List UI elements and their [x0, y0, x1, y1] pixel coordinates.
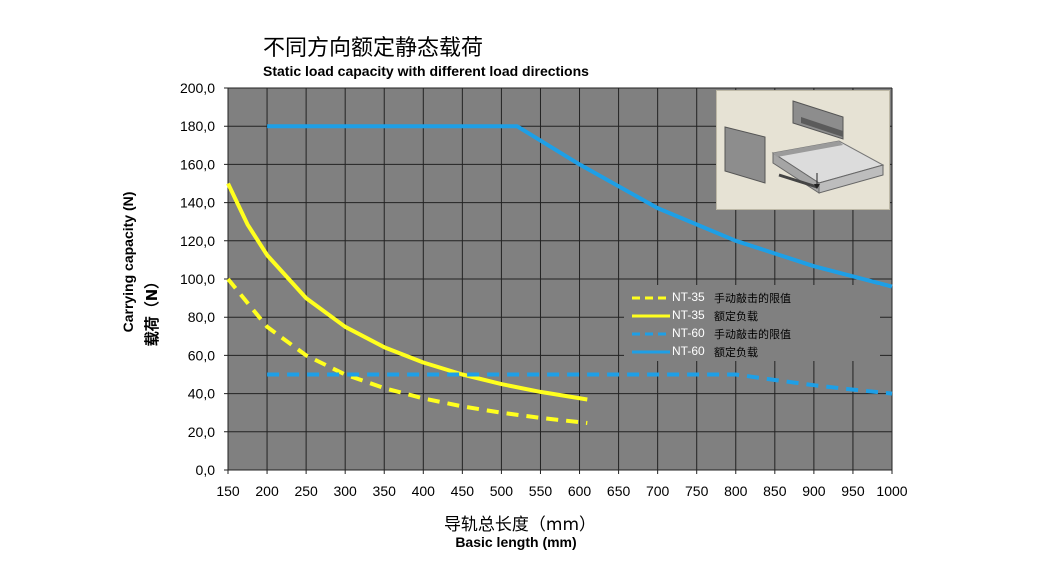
y-axis-label-cn: 载荷（N）: [143, 274, 161, 347]
legend-swatch-nt35-dashed: [632, 296, 670, 300]
y-tick-label: 120,0: [180, 233, 215, 249]
legend-series-name: NT-35: [672, 290, 705, 304]
legend-series-name: NT-60: [672, 326, 705, 340]
y-tick-label: 200,0: [180, 80, 215, 96]
x-tick-label: 350: [373, 483, 397, 499]
x-tick-label: 1000: [876, 483, 907, 499]
series-line-3: [267, 124, 893, 289]
y-tick-label: 20,0: [188, 424, 215, 440]
x-tick-label: 600: [568, 483, 592, 499]
legend-series-name: NT-60: [672, 344, 705, 358]
x-tick-label: 400: [412, 483, 436, 499]
x-tick-label: 800: [724, 483, 748, 499]
legend-swatch-nt35-solid: [632, 314, 670, 318]
legend-swatch-nt60-solid: [632, 350, 670, 354]
legend-series-desc: 额定负载: [714, 310, 758, 323]
x-axis-label-en: Basic length (mm): [455, 534, 577, 550]
x-tick-label: 700: [646, 483, 670, 499]
y-tick-label: 100,0: [180, 271, 215, 287]
legend-series-desc: 手动敲击的限值: [714, 292, 791, 305]
series-line-0: [226, 277, 588, 425]
legend-item: NT-60 手动敲击的限值: [624, 325, 880, 343]
legend-series-name: NT-35: [672, 308, 705, 322]
drawer-slide-illustration: [716, 90, 890, 210]
x-tick-label: 650: [607, 483, 631, 499]
x-tick-label: 950: [841, 483, 865, 499]
x-tick-label: 900: [802, 483, 826, 499]
x-tick-label: 750: [685, 483, 709, 499]
y-axis-label-en: Carrying capacity (N): [120, 192, 136, 333]
legend-series-desc: 手动敲击的限值: [714, 328, 791, 341]
legend-swatch-nt60-dashed: [632, 332, 670, 336]
y-tick-label: 140,0: [180, 195, 215, 211]
x-tick-label: 300: [333, 483, 357, 499]
series-line-2: [267, 372, 893, 396]
y-tick-label: 0,0: [196, 462, 216, 478]
x-tick-label: 500: [490, 483, 514, 499]
chart-title-en: Static load capacity with different load…: [263, 63, 589, 79]
chart-title-cn: 不同方向额定静态载荷: [263, 36, 484, 61]
x-tick-label: 450: [451, 483, 475, 499]
y-tick-label: 160,0: [180, 156, 215, 172]
y-tick-label: 180,0: [180, 118, 215, 134]
drawer-slide-icon: [724, 100, 885, 194]
x-tick-label: 200: [255, 483, 279, 499]
x-tick-label: 250: [294, 483, 318, 499]
x-tick-label: 550: [529, 483, 553, 499]
legend-item: NT-35 额定负载: [624, 307, 880, 325]
legend-series-desc: 额定负载: [714, 346, 758, 359]
legend-item: NT-35 手动敲击的限值: [624, 289, 880, 307]
y-tick-label: 40,0: [188, 386, 215, 402]
y-tick-label: 80,0: [188, 309, 215, 325]
x-axis-label-cn: 导轨总长度（mm）: [443, 515, 597, 535]
legend-item: NT-60 额定负载: [624, 343, 880, 361]
chart-legend: NT-35 手动敲击的限值 NT-35 额定负载 NT-60 手动敲击的限值 N…: [624, 285, 880, 361]
x-tick-label: 150: [216, 483, 240, 499]
y-tick-label: 60,0: [188, 347, 215, 363]
x-tick-label: 850: [763, 483, 787, 499]
series-line-1: [226, 182, 588, 402]
